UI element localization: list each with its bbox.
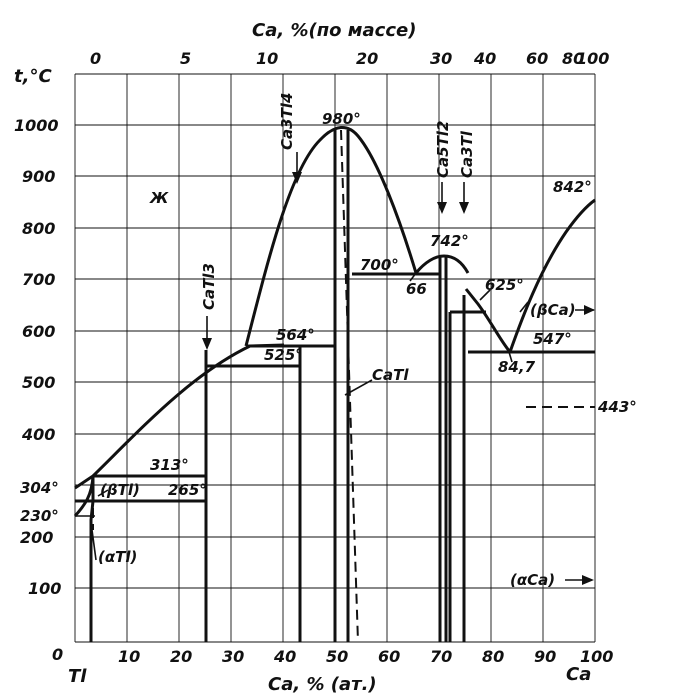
x-bottom-tick-label: 90 (534, 647, 556, 666)
comp-66: 66 (406, 280, 427, 298)
y-tick-label: 0 (52, 645, 63, 664)
liquidus-ca-side (508, 198, 596, 353)
temp-443: 443° (597, 398, 637, 416)
liquidus-ca5tl2-peak (414, 254, 470, 274)
temp-980: 980° (322, 110, 361, 128)
phase-catl: CaTl (372, 366, 409, 384)
phase-beta-ca: (βCa) (530, 301, 576, 319)
x-bottom-tick-labels: 10 20 30 40 50 60 70 80 90 100 (118, 647, 613, 666)
y-axis-title: t,°C (14, 66, 52, 87)
phase-alpha-tl: (αTl) (98, 548, 137, 566)
x-bottom-tick-label: 30 (222, 647, 244, 666)
ca5tl2-arrow-head (437, 202, 447, 214)
phase-liquid: Ж (149, 189, 169, 207)
right-element-label: Ca (566, 664, 591, 685)
temp-564: 564° (276, 326, 315, 344)
temp-525: 525° (264, 346, 303, 364)
compound-arrows (202, 152, 595, 585)
x-bottom-tick-label: 60 (378, 647, 400, 666)
x-top-tick-label: 100 (576, 49, 609, 68)
temp-842: 842° (553, 178, 592, 196)
liquidus-ca3tl4-catl-dome (244, 126, 418, 347)
temp-547: 547° (533, 330, 572, 348)
invariant-lines (75, 272, 595, 517)
y-tick-label: 800 (22, 219, 55, 238)
x-bottom-tick-label: 100 (580, 647, 613, 666)
temp-313: 313° (150, 456, 189, 474)
x-top-tick-label: 10 (256, 49, 278, 68)
temp-230: 230° (20, 507, 59, 525)
temperature-labels: 304° 230° 313° 265° 525° 564° 980° 700° … (20, 110, 637, 525)
catl-dashed-line (340, 129, 359, 643)
y-tick-label: 400 (21, 425, 55, 444)
liquidus (74, 126, 596, 490)
temp-700: 700° (360, 256, 399, 274)
compound-lines (204, 130, 466, 642)
y-tick-label: 200 (20, 528, 53, 547)
x-top-tick-label: 0 (90, 49, 101, 68)
y-tick-label: 500 (22, 373, 55, 392)
left-element-label: Tl (68, 666, 87, 687)
x-top-axis-title: Ca, %(по массе) (252, 20, 416, 41)
phase-ca3tl4: Ca3Tl4 (278, 93, 296, 150)
x-bottom-tick-label: 70 (430, 647, 452, 666)
temp-625: 625° (485, 276, 524, 294)
phase-beta-tl: (βTl) (100, 481, 140, 499)
x-bottom-tick-label: 80 (482, 647, 504, 666)
phase-ca3tl: Ca3Tl (458, 130, 476, 178)
leader-lines (91, 272, 529, 561)
composition-labels: 66 84,7 (406, 280, 536, 376)
temp-265: 265° (168, 481, 207, 499)
x-bottom-tick-label: 10 (118, 647, 140, 666)
x-bottom-tick-label: 40 (273, 647, 296, 666)
comp-84-7: 84,7 (498, 358, 536, 376)
y-tick-label: 600 (22, 322, 55, 341)
catl3-arrow-head (202, 338, 212, 350)
alpha-ca-arrow-head (582, 575, 594, 585)
beta-ca-arrow-head (584, 305, 595, 315)
x-top-tick-labels: 0 5 10 20 30 40 60 80 100 (90, 49, 609, 68)
ca3tl-arrow-head (459, 202, 469, 214)
temp-304: 304° (20, 479, 59, 497)
x-top-tick-label: 20 (356, 49, 378, 68)
ca3tl4-arrow-head (292, 172, 302, 184)
x-top-tick-label: 40 (473, 49, 496, 68)
x-top-tick-label: 60 (526, 49, 548, 68)
liquidus-ca3tl-side (464, 288, 512, 353)
x-top-tick-label: 80 (562, 49, 584, 68)
temp-742: 742° (430, 232, 469, 250)
y-tick-label: 700 (22, 270, 55, 289)
phase-alpha-ca: (αCa) (510, 571, 555, 589)
x-bottom-tick-label: 50 (326, 647, 348, 666)
y-tick-label: 1000 (14, 116, 59, 135)
phase-ca5tl2: Ca5Tl2 (434, 121, 452, 178)
x-top-tick-label: 5 (180, 49, 191, 68)
y-tick-labels: 0 100 200 400 500 600 700 800 900 1000 (14, 116, 63, 664)
x-top-tick-label: 30 (430, 49, 452, 68)
y-tick-label: 100 (28, 579, 61, 598)
x-bottom-axis-title: Ca, % (ат.) (268, 674, 377, 695)
y-tick-label: 900 (22, 167, 55, 186)
phase-labels: Ж (βTl) (αTl) (βCa) (αCa) CaTl CaTl3 Ca3… (98, 93, 576, 589)
liquidus-tl-side (74, 343, 285, 490)
x-bottom-tick-label: 20 (170, 647, 192, 666)
phase-catl3: CaTl3 (200, 263, 218, 310)
